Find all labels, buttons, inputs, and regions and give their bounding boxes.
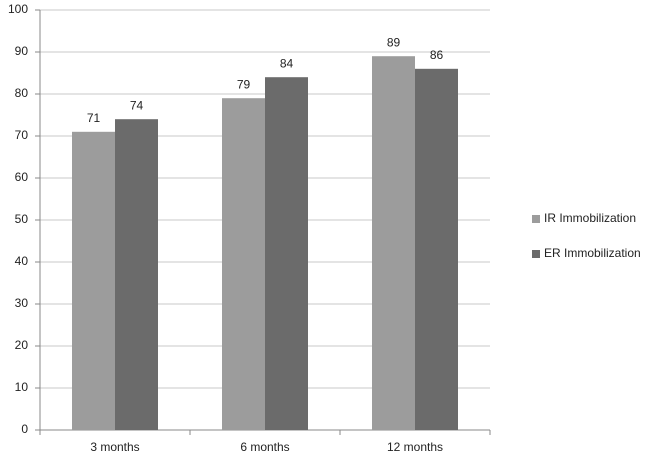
data-label: 74: [130, 98, 144, 112]
bar: [222, 98, 265, 430]
data-label: 89: [387, 35, 401, 49]
legend-swatch: [532, 215, 540, 223]
data-label: 71: [87, 111, 101, 125]
data-label: 86: [430, 48, 444, 62]
x-tick-label: 6 months: [240, 440, 289, 454]
x-tick-label: 3 months: [90, 440, 139, 454]
y-tick-label: 10: [15, 380, 29, 394]
y-tick-label: 70: [15, 128, 29, 142]
y-tick-label: 60: [15, 170, 29, 184]
bar: [72, 131, 115, 431]
y-tick-label: 20: [15, 338, 29, 352]
y-tick-label: 100: [8, 2, 28, 16]
legend-label: IR Immobilization: [544, 211, 636, 225]
data-label: 84: [280, 56, 294, 70]
bar: [115, 119, 158, 430]
y-tick-label: 30: [15, 296, 29, 310]
y-tick-label: 40: [15, 254, 29, 268]
y-tick-label: 0: [21, 422, 28, 436]
bar: [415, 68, 458, 431]
y-tick-label: 90: [15, 44, 29, 58]
bar: [372, 56, 415, 430]
x-tick-label: 12 months: [387, 440, 443, 454]
y-tick-label: 80: [15, 86, 29, 100]
data-label: 79: [237, 77, 251, 91]
y-tick-label: 50: [15, 212, 29, 226]
legend-label: ER Immobilization: [544, 246, 641, 260]
bar: [265, 77, 308, 430]
legend-swatch: [532, 250, 540, 258]
